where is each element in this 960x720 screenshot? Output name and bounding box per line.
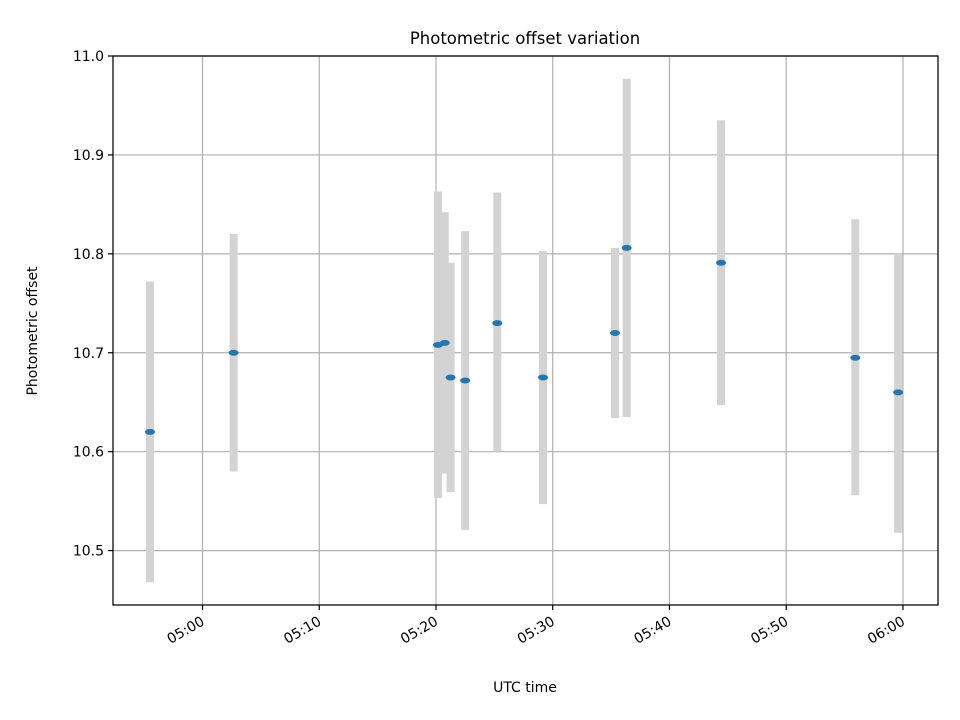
data-point [893,389,904,396]
data-point [445,374,456,381]
chart-title: Photometric offset variation [410,29,640,48]
y-tick-label: 11.0 [73,49,104,65]
y-axis-ticks: 10.5 10.6 10.7 10.8 10.9 11.0 [73,49,113,560]
data-points [144,244,904,435]
data-point [460,377,471,384]
data-point [538,374,549,381]
y-tick-label: 10.6 [73,445,104,461]
y-tick-label: 10.8 [73,247,104,263]
data-point [492,320,503,327]
y-tick-label: 10.7 [73,346,104,362]
data-point [621,244,632,251]
data-point [228,349,239,356]
plot-frame [112,55,939,606]
data-point [144,428,155,435]
y-axis-label: Photometric offset [25,266,41,396]
y-tick-label: 10.5 [73,544,104,560]
y-tick-label: 10.9 [73,148,104,164]
data-point [850,354,861,361]
data-point [716,259,727,266]
data-point [439,339,450,346]
x-axis-label: UTC time [493,680,557,696]
data-point [610,329,621,336]
